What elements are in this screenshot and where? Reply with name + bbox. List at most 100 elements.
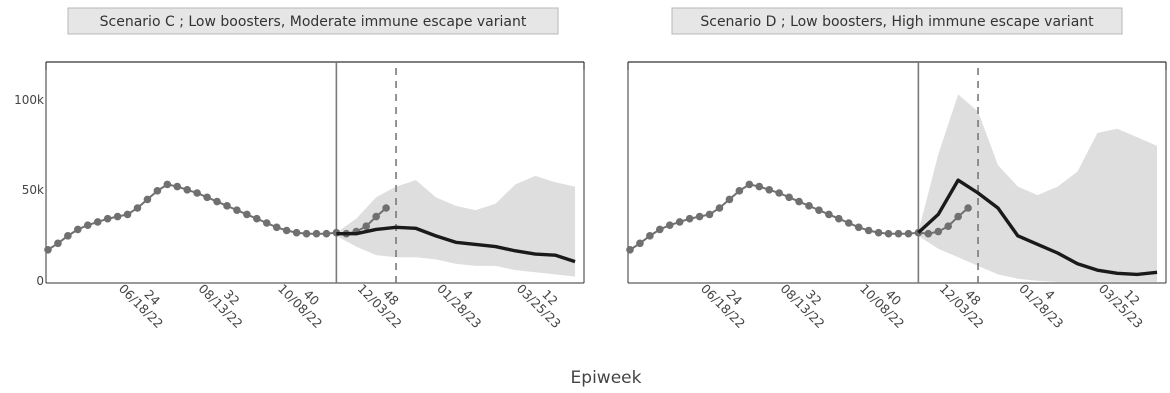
observed-point	[715, 204, 724, 212]
uncertainty-band	[918, 94, 1158, 282]
panel-c-title: Scenario C ; Low boosters, Moderate immu…	[100, 14, 527, 30]
x-tick-label: 3208/13/22	[195, 271, 255, 331]
observed-line	[629, 183, 969, 251]
observed-point	[163, 180, 172, 189]
observed-point	[272, 223, 281, 232]
x-tick-label: 2406/18/22	[116, 271, 176, 331]
x-axis-title: Epiweek	[571, 368, 642, 388]
observed-point	[934, 227, 943, 236]
x-tick-label: 2406/18/22	[698, 271, 758, 331]
panel-scenario-c: 2406/18/22 3208/13/22 4010/08/22 4812/03/22…	[44, 61, 585, 331]
x-tick-label: 4812/03/22	[355, 271, 415, 331]
x-tick-label: 1203/25/23	[514, 271, 574, 331]
observed-point	[83, 221, 92, 229]
x-tick-label: 4812/03/22	[937, 271, 997, 331]
x-tick-label: 401/28/23	[434, 271, 494, 331]
observed-point	[805, 202, 813, 210]
observed-point	[854, 223, 863, 232]
x-tick-date: 12/03/22	[937, 281, 987, 331]
observed-point	[755, 182, 764, 191]
observed-point	[795, 197, 803, 206]
observed-point	[213, 197, 221, 206]
x-tick-date: 12/03/22	[355, 281, 405, 331]
observed-point	[765, 185, 774, 194]
observed-point	[884, 229, 893, 238]
observed-point	[372, 212, 380, 221]
observed-point	[143, 195, 152, 204]
observed-point	[924, 229, 933, 238]
observed-point	[844, 219, 853, 227]
observed-point	[253, 214, 261, 223]
y-tick-label-0: 0	[36, 274, 44, 288]
observed-point	[103, 214, 112, 223]
observed-line	[47, 183, 387, 251]
observed-point	[243, 210, 251, 219]
observed-point	[685, 214, 694, 223]
observed-point	[233, 206, 241, 214]
observed-point	[646, 232, 654, 240]
panel-c-title-box	[67, 7, 559, 35]
x-tick-date: 06/18/22	[698, 281, 748, 331]
observed-point	[123, 210, 132, 219]
x-tick-date: 01/28/23	[434, 281, 484, 331]
observed-point	[133, 204, 142, 212]
observed-point	[44, 245, 52, 254]
observed-point	[964, 204, 972, 212]
panel-scenario-d: 2406/18/22 3208/13/22 4010/08/22 4812/03/22…	[626, 61, 1167, 331]
observed-point	[54, 239, 62, 248]
x-tick-label: 4010/08/22	[857, 271, 917, 331]
observed-point	[656, 225, 664, 234]
observed-point	[223, 202, 231, 210]
observed-point	[203, 193, 211, 202]
observed-point	[183, 185, 192, 194]
observed-point	[382, 204, 390, 212]
observed-point	[262, 219, 271, 227]
observed-point	[835, 214, 843, 223]
x-tick-date: 03/25/23	[514, 281, 564, 331]
observed-point	[292, 228, 301, 237]
uncertainty-band	[336, 175, 576, 277]
observed-point	[825, 210, 833, 219]
x-tick-date: 10/08/22	[275, 281, 325, 331]
observed-point	[74, 225, 82, 234]
observed-point	[153, 187, 162, 195]
x-tick-date: 08/13/22	[195, 281, 245, 331]
x-tick-date: 10/08/22	[857, 281, 907, 331]
observed-point	[944, 222, 953, 231]
observed-point	[312, 229, 321, 238]
projection-median-line	[336, 225, 576, 264]
observed-point	[775, 189, 783, 197]
projection-median-line	[917, 178, 1158, 277]
observed-point	[113, 212, 122, 221]
observed-point	[785, 193, 793, 202]
observed-point	[894, 229, 903, 238]
observed-point	[954, 212, 962, 221]
observed-point	[636, 239, 644, 248]
observed-point	[302, 229, 311, 238]
observed-point	[725, 195, 734, 204]
observed-point	[322, 229, 331, 238]
observed-point	[864, 226, 873, 235]
x-tick-date: 08/13/22	[777, 281, 827, 331]
x-tick-label: 4010/08/22	[275, 271, 335, 331]
observed-point	[362, 222, 371, 231]
observed-point	[904, 229, 913, 238]
observed-point	[735, 187, 744, 195]
observed-point	[675, 218, 684, 226]
observed-point	[874, 228, 883, 237]
observed-point	[745, 180, 754, 189]
y-tick-label-50k: 50k	[22, 183, 44, 197]
observed-point	[665, 221, 674, 229]
x-tick-date: 01/28/23	[1016, 281, 1066, 331]
observed-point	[64, 232, 72, 240]
x-tick-date: 03/25/23	[1096, 281, 1146, 331]
observed-point	[626, 245, 634, 254]
x-tick-label: 3208/13/22	[777, 271, 837, 331]
y-tick-label-100k: 100k	[14, 93, 44, 107]
observed-point	[695, 212, 704, 221]
observed-point	[705, 210, 714, 219]
panel-d-title-box	[671, 7, 1123, 35]
observed-point	[173, 182, 182, 191]
observed-point	[93, 218, 102, 226]
